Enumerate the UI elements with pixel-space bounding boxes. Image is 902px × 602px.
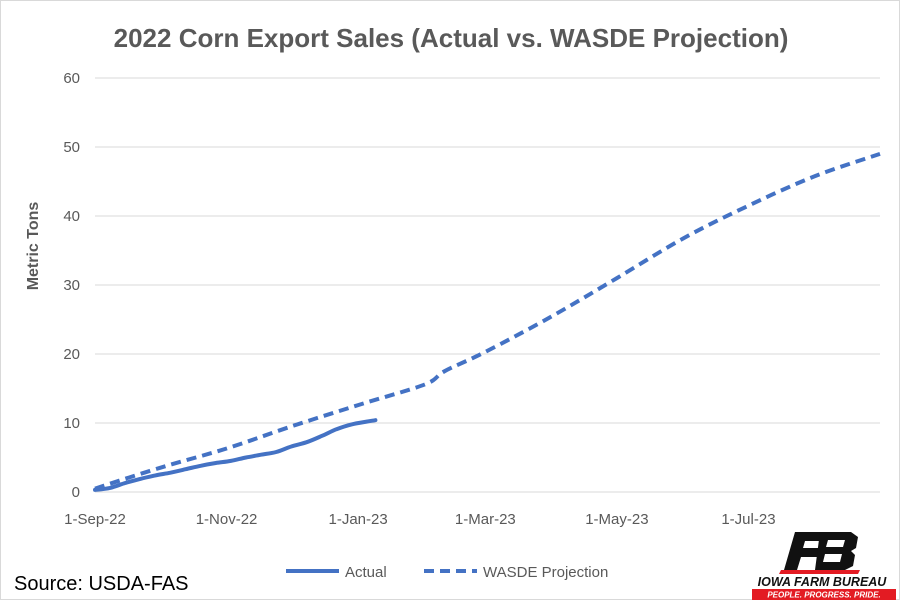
logo-tagline: PEOPLE. PROGRESS. PRIDE. — [767, 591, 880, 600]
y-tick-label: 0 — [72, 484, 80, 501]
legend: Actual WASDE Projection — [286, 564, 608, 581]
y-tick-label: 10 — [63, 415, 80, 432]
source-note: Source: USDA-FAS — [14, 573, 189, 595]
y-axis-label: Metric Tons — [25, 202, 42, 291]
logo-f-mark — [784, 532, 835, 570]
y-tick-label: 60 — [63, 70, 80, 87]
iowa-farm-bureau-logo: IOWA FARM BUREAU PEOPLE. PROGRESS. PRIDE… — [752, 532, 896, 600]
x-tick-label: 1-Jan-23 — [329, 511, 388, 528]
y-tick-label: 20 — [63, 346, 80, 363]
logo-name: IOWA FARM BUREAU — [758, 575, 888, 589]
y-tick-label: 50 — [63, 139, 80, 156]
logo-accent-bar — [779, 570, 860, 574]
series-line-actual — [93, 418, 378, 492]
legend-label-wasde: WASDE Projection — [483, 564, 608, 581]
series-group — [93, 152, 881, 492]
y-tick-label: 30 — [63, 277, 80, 294]
x-tick-label: 1-Mar-23 — [455, 511, 516, 528]
logo-tagline-bar — [752, 589, 896, 600]
legend-label-actual: Actual — [345, 564, 387, 581]
x-tick-label: 1-Jul-23 — [721, 511, 775, 528]
x-axis-ticks: 1-Sep-22 1-Nov-22 1-Jan-23 1-Mar-23 1-May-23… — [64, 511, 775, 528]
gridlines — [95, 77, 880, 493]
x-tick-label: 1-May-23 — [585, 511, 648, 528]
y-tick-label: 40 — [63, 208, 80, 225]
x-tick-label: 1-Sep-22 — [64, 511, 126, 528]
y-axis-ticks: 0 10 20 30 40 50 60 — [63, 70, 80, 501]
series-line-wasde-projection — [94, 152, 881, 491]
logo-b-mark — [815, 532, 858, 570]
x-tick-label: 1-Nov-22 — [196, 511, 258, 528]
chart-title: 2022 Corn Export Sales (Actual vs. WASDE… — [114, 23, 789, 53]
